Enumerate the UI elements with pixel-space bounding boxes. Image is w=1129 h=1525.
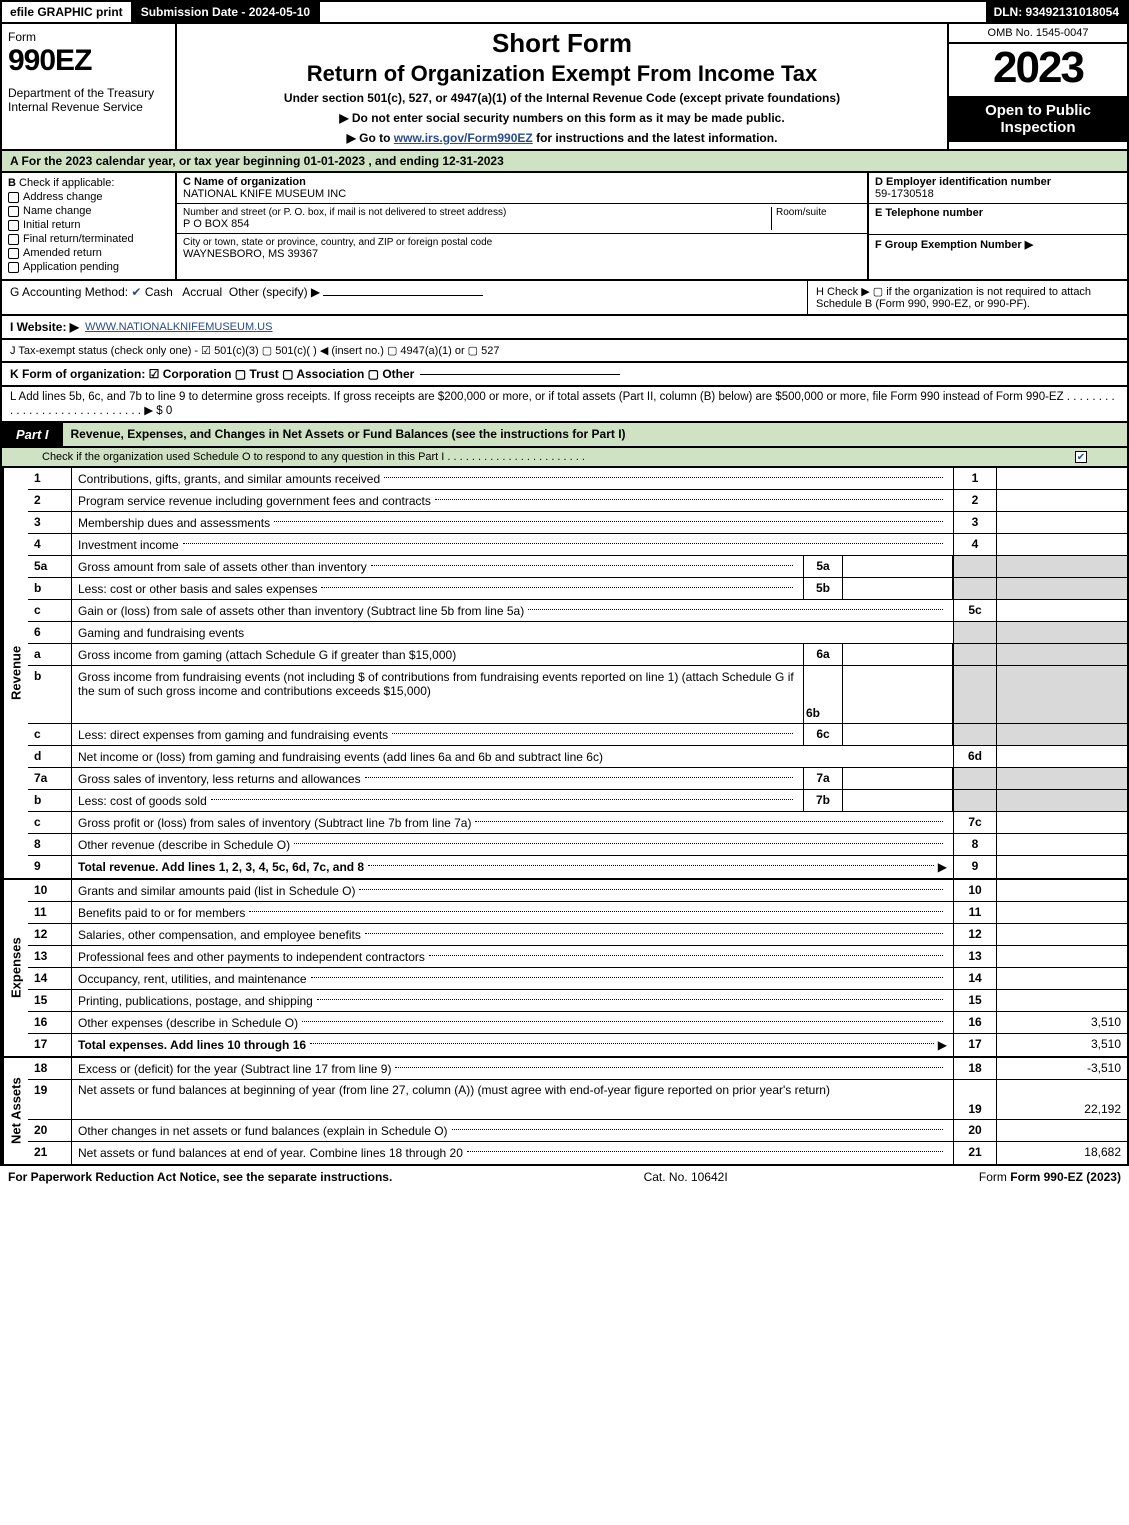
check-final-return[interactable]: Final return/terminated — [8, 233, 169, 245]
row-a-tax-year: A For the 2023 calendar year, or tax yea… — [0, 151, 1129, 173]
line-2: Program service revenue including govern… — [72, 490, 953, 511]
line-1: Contributions, gifts, grants, and simila… — [72, 468, 953, 489]
check-if-applicable: Check if applicable: — [19, 177, 114, 189]
goto-notice: ▶ Go to www.irs.gov/Form990EZ for instru… — [185, 131, 939, 145]
line-14: Occupancy, rent, utilities, and maintena… — [72, 968, 953, 989]
line-13: Professional fees and other payments to … — [72, 946, 953, 967]
tax-year: 2023 — [949, 44, 1127, 96]
line-21: Net assets or fund balances at end of ye… — [72, 1142, 953, 1164]
line-6a: Gross income from gaming (attach Schedul… — [72, 644, 803, 665]
subtitle: Under section 501(c), 527, or 4947(a)(1)… — [185, 91, 939, 105]
efile-print[interactable]: efile GRAPHIC print — [2, 2, 133, 22]
check-initial-return[interactable]: Initial return — [8, 219, 169, 231]
row-h-schedule-b: H Check ▶ ▢ if the organization is not r… — [807, 281, 1127, 314]
submission-date: Submission Date - 2024-05-10 — [133, 2, 320, 22]
row-i-website: I Website: ▶ WWW.NATIONALKNIFEMUSEUM.US — [0, 316, 1129, 340]
check-cash[interactable]: ✔ — [131, 285, 141, 299]
irs-link[interactable]: www.irs.gov/Form990EZ — [394, 131, 533, 145]
check-address-change[interactable]: Address change — [8, 191, 169, 203]
line-7c: Gross profit or (loss) from sales of inv… — [72, 812, 953, 833]
form-label: Form — [8, 30, 169, 44]
org-name: NATIONAL KNIFE MUSEUM INC — [183, 188, 861, 200]
open-to-public: Open to Public Inspection — [949, 96, 1127, 142]
short-form-title: Short Form — [185, 28, 939, 59]
section-bcdef: B Check if applicable: Address change Na… — [0, 173, 1129, 281]
b-label: B — [8, 177, 16, 189]
line-5c: Gain or (loss) from sale of assets other… — [72, 600, 953, 621]
org-address: P O BOX 854 — [183, 218, 771, 230]
check-amended-return[interactable]: Amended return — [8, 247, 169, 259]
part-1-title: Revenue, Expenses, and Changes in Net As… — [63, 423, 1127, 446]
part-1-tag: Part I — [2, 423, 63, 446]
e-phone-label: E Telephone number — [875, 207, 1121, 219]
city-label: City or town, state or province, country… — [183, 237, 861, 248]
addr-label: Number and street (or P. O. box, if mail… — [183, 207, 771, 218]
row-l-gross-receipts: L Add lines 5b, 6c, and 7b to line 9 to … — [0, 387, 1129, 423]
line-3: Membership dues and assessments — [72, 512, 953, 533]
line-5b: Less: cost or other basis and sales expe… — [72, 578, 803, 599]
line-5a: Gross amount from sale of assets other t… — [72, 556, 803, 577]
line-7b: Less: cost of goods sold — [72, 790, 803, 811]
org-city: WAYNESBORO, MS 39367 — [183, 248, 861, 260]
form-header: Form 990EZ Department of the Treasury In… — [0, 24, 1129, 151]
line-12: Salaries, other compensation, and employ… — [72, 924, 953, 945]
form-ref: Form Form 990-EZ (2023) — [979, 1170, 1121, 1184]
line-11: Benefits paid to or for members — [72, 902, 953, 923]
line-17: Total expenses. Add lines 10 through 16▶ — [72, 1034, 953, 1056]
website-link[interactable]: WWW.NATIONALKNIFEMUSEUM.US — [85, 321, 272, 333]
omb-number: OMB No. 1545-0047 — [949, 24, 1127, 44]
line-20: Other changes in net assets or fund bala… — [72, 1120, 953, 1141]
schedule-o-checkbox[interactable]: ✔ — [1075, 451, 1087, 463]
line-6b: Gross income from fundraising events (no… — [72, 666, 803, 723]
line-8: Other revenue (describe in Schedule O) — [72, 834, 953, 855]
expenses-label: Expenses — [2, 880, 28, 1056]
f-group-label: F Group Exemption Number ▶ — [875, 238, 1121, 251]
return-title: Return of Organization Exempt From Incom… — [185, 61, 939, 87]
part-1-header: Part I Revenue, Expenses, and Changes in… — [0, 423, 1129, 448]
d-ein-label: D Employer identification number — [875, 176, 1121, 188]
row-j-tax-exempt: J Tax-exempt status (check only one) - ☑… — [0, 340, 1129, 363]
line-19: Net assets or fund balances at beginning… — [72, 1080, 953, 1119]
revenue-label: Revenue — [2, 468, 28, 878]
page-footer: For Paperwork Reduction Act Notice, see … — [0, 1166, 1129, 1188]
line-6: Gaming and fundraising events — [72, 622, 953, 643]
part-1-check-o: Check if the organization used Schedule … — [0, 448, 1129, 468]
top-bar: efile GRAPHIC print Submission Date - 20… — [0, 0, 1129, 24]
line-9: Total revenue. Add lines 1, 2, 3, 4, 5c,… — [72, 856, 953, 878]
check-application-pending[interactable]: Application pending — [8, 261, 169, 273]
line-6d: Net income or (loss) from gaming and fun… — [72, 746, 953, 767]
form-number: 990EZ — [8, 44, 169, 78]
ssn-notice: ▶ Do not enter social security numbers o… — [185, 111, 939, 125]
ein-value: 59-1730518 — [875, 188, 1121, 200]
cat-number: Cat. No. 10642I — [644, 1170, 728, 1184]
department: Department of the Treasury Internal Reve… — [8, 86, 169, 114]
room-label: Room/suite — [776, 207, 861, 218]
c-name-label: C Name of organization — [183, 176, 861, 188]
line-10: Grants and similar amounts paid (list in… — [72, 880, 953, 901]
line-4: Investment income — [72, 534, 953, 555]
row-g-accounting: G Accounting Method: ✔ Cash Accrual Othe… — [2, 281, 807, 314]
paperwork-notice: For Paperwork Reduction Act Notice, see … — [8, 1170, 392, 1184]
line-18: Excess or (deficit) for the year (Subtra… — [72, 1058, 953, 1079]
dln: DLN: 93492131018054 — [986, 2, 1127, 22]
line-7a: Gross sales of inventory, less returns a… — [72, 768, 803, 789]
net-assets-label: Net Assets — [2, 1058, 28, 1164]
check-name-change[interactable]: Name change — [8, 205, 169, 217]
line-6c: Less: direct expenses from gaming and fu… — [72, 724, 803, 745]
line-16: Other expenses (describe in Schedule O) — [72, 1012, 953, 1033]
line-15: Printing, publications, postage, and shi… — [72, 990, 953, 1011]
row-k-form-org: K Form of organization: ☑ Corporation ▢ … — [0, 363, 1129, 387]
